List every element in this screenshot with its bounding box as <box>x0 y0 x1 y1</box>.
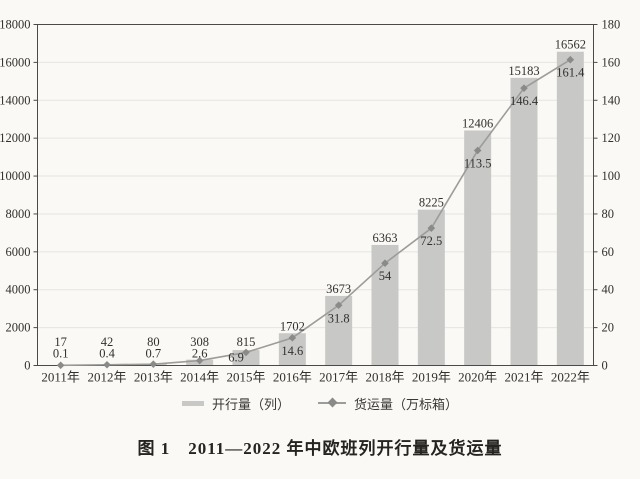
left-tick-label: 12000 <box>0 131 31 145</box>
bar-2022年 <box>556 51 584 366</box>
bar-value-label: 15183 <box>508 64 539 78</box>
right-tick-label: 140 <box>602 93 621 107</box>
x-axis-label: 2020年 <box>458 370 497 385</box>
line-marker-2015年 <box>242 348 250 357</box>
left-tick-label: 10000 <box>0 169 31 183</box>
line-marker-2018年 <box>381 259 389 267</box>
legend-item-line: 货运量（万标箱） <box>318 394 458 413</box>
left-tick-label: 16000 <box>0 55 31 69</box>
bar-swatch-icon <box>181 400 204 406</box>
bar-2019年 <box>417 209 445 366</box>
x-axis-label: 2017年 <box>319 370 358 385</box>
legend-item-bar: 开行量（列） <box>181 394 290 413</box>
figure-caption: 图 1 2011—2022 年中欧班列开行量及货运量 <box>137 439 503 458</box>
line-swatch-icon <box>318 397 346 408</box>
x-axis-label: 2014年 <box>180 370 219 385</box>
left-tick-label: 8000 <box>6 207 31 221</box>
x-axis-label: 2021年 <box>504 370 543 385</box>
freight-line <box>60 59 571 367</box>
legend: 开行量（列） 货运量（万标箱） <box>181 394 458 413</box>
left-tick-label: 2000 <box>6 321 31 335</box>
x-axis-label: 2018年 <box>365 370 404 385</box>
right-tick-label: 160 <box>602 55 621 69</box>
line-marker-2019年 <box>427 224 436 232</box>
line-value-label: 6.9 <box>228 351 244 365</box>
line-value-label: 161.4 <box>556 66 585 80</box>
line-value-label: 0.4 <box>99 347 115 361</box>
bar-value-label: 17 <box>54 335 67 349</box>
bar-value-label: 6363 <box>373 231 398 245</box>
bar-value-label: 16562 <box>555 38 586 52</box>
x-axis-label: 2016年 <box>273 370 312 385</box>
bar-value-label: 308 <box>190 335 209 349</box>
right-tick-label: 80 <box>602 207 615 221</box>
line-value-label: 31.8 <box>328 311 350 325</box>
legend-bar-label: 开行量（列） <box>211 396 290 412</box>
line-marker-2011年 <box>56 361 65 370</box>
bar-value-label: 12406 <box>462 116 493 130</box>
x-axis-label: 2011年 <box>41 370 80 385</box>
x-axis-label: 2012年 <box>87 370 126 385</box>
left-tick-label: 18000 <box>0 18 31 32</box>
right-tick-label: 40 <box>602 283 615 297</box>
line-marker-2020年 <box>473 146 482 155</box>
x-axis-label: 2015年 <box>226 370 265 385</box>
chart-canvas: 0 2000 4000 6000 8000 10000 12000 14000 16000 180… <box>0 18 621 385</box>
left-tick-label: 6000 <box>6 245 31 259</box>
x-axis-label: 2019年 <box>412 370 451 385</box>
line-marker-2021年 <box>520 84 528 92</box>
bar-value-label: 80 <box>147 335 160 349</box>
right-tick-label: 0 <box>602 359 608 373</box>
legend-line-label: 货运量（万标箱） <box>354 396 459 412</box>
left-tick-label: 0 <box>24 359 30 373</box>
line-marker-2012年 <box>103 360 111 369</box>
bar-value-label: 3673 <box>326 282 351 296</box>
line-value-label: 54 <box>379 269 392 283</box>
bar-value-label: 815 <box>237 335 256 349</box>
right-tick-label: 180 <box>602 18 621 32</box>
line-value-label: 2.6 <box>192 347 208 361</box>
chart-area: 0 2000 4000 6000 8000 10000 12000 14000 16000 180… <box>0 18 621 385</box>
line-marker-2016年 <box>288 334 297 342</box>
bar-value-label: 42 <box>101 335 114 349</box>
right-tick-label: 120 <box>602 131 621 145</box>
bar-value-label: 8225 <box>419 196 444 210</box>
line-value-label: 72.5 <box>420 234 442 248</box>
bar-2020年 <box>464 130 492 366</box>
left-tick-label: 14000 <box>0 93 31 107</box>
line-marker-2013年 <box>149 360 158 368</box>
bar-value-label: 1702 <box>280 319 305 333</box>
x-axis-label: 2013年 <box>134 370 173 385</box>
line-value-label: 0.1 <box>53 347 69 361</box>
line-marker-2017年 <box>334 301 343 310</box>
plot-border <box>37 24 594 366</box>
line-marker-2022年 <box>566 55 575 64</box>
left-tick-label: 4000 <box>6 283 31 297</box>
right-tick-label: 60 <box>602 245 615 259</box>
x-axis-label: 2022年 <box>551 370 590 385</box>
line-value-label: 0.7 <box>146 347 162 361</box>
bar-2021年 <box>510 77 538 366</box>
line-marker-2014年 <box>195 356 204 365</box>
line-value-label: 14.6 <box>281 344 303 358</box>
line-value-label: 113.5 <box>464 156 492 170</box>
right-tick-label: 20 <box>602 321 615 335</box>
line-value-label: 146.4 <box>510 94 539 108</box>
right-tick-label: 100 <box>602 169 621 183</box>
